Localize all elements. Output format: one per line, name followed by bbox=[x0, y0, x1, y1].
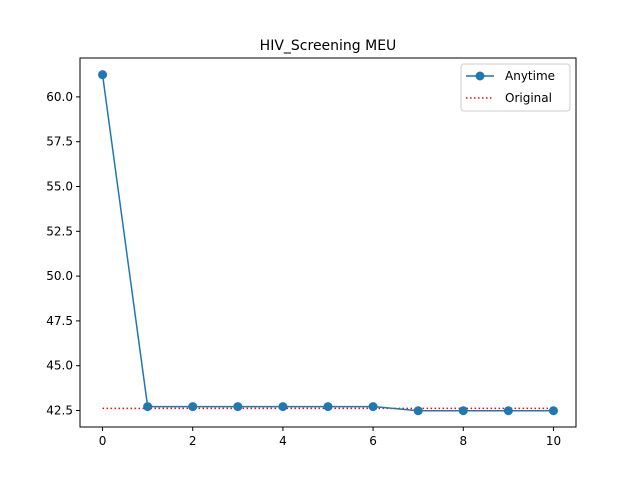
data-point-anytime bbox=[413, 406, 423, 416]
chart-title: HIV_Screening MEU bbox=[260, 38, 397, 54]
legend-label-anytime: Anytime bbox=[505, 69, 555, 83]
x-tick-label: 4 bbox=[279, 434, 287, 448]
y-tick-label: 57.5 bbox=[46, 135, 73, 149]
series-layer bbox=[98, 70, 558, 416]
x-tick-label: 8 bbox=[459, 434, 467, 448]
data-point-anytime bbox=[188, 402, 198, 412]
data-point-anytime bbox=[503, 406, 513, 416]
x-tick-label: 0 bbox=[99, 434, 107, 448]
y-tick-label: 50.0 bbox=[46, 269, 73, 283]
legend: Anytime Original bbox=[460, 63, 571, 112]
y-tick-label: 52.5 bbox=[46, 224, 73, 238]
data-point-anytime bbox=[368, 402, 378, 412]
y-tick-label: 55.0 bbox=[46, 179, 73, 193]
data-point-anytime bbox=[143, 402, 153, 412]
data-point-anytime bbox=[98, 70, 108, 80]
data-point-anytime bbox=[278, 402, 288, 412]
y-tick-label: 45.0 bbox=[46, 359, 73, 373]
x-tick-label: 6 bbox=[369, 434, 377, 448]
x-tick-label: 2 bbox=[189, 434, 197, 448]
legend-label-original: Original bbox=[505, 91, 552, 105]
data-point-anytime bbox=[233, 402, 243, 412]
data-point-anytime bbox=[323, 402, 333, 412]
y-tick-label: 42.5 bbox=[46, 404, 73, 418]
data-point-anytime bbox=[548, 406, 558, 416]
axis-ticks: 0 2 4 6 8 10 42.5 45.0 47.5 50.0 52.5 55.0 57.5 60.0 bbox=[46, 90, 561, 448]
x-tick-label: 10 bbox=[546, 434, 561, 448]
plot-frame bbox=[79, 57, 577, 428]
legend-marker-anytime bbox=[475, 71, 485, 81]
y-tick-label: 60.0 bbox=[46, 90, 73, 104]
y-tick-label: 47.5 bbox=[46, 314, 73, 328]
data-point-anytime bbox=[458, 406, 468, 416]
